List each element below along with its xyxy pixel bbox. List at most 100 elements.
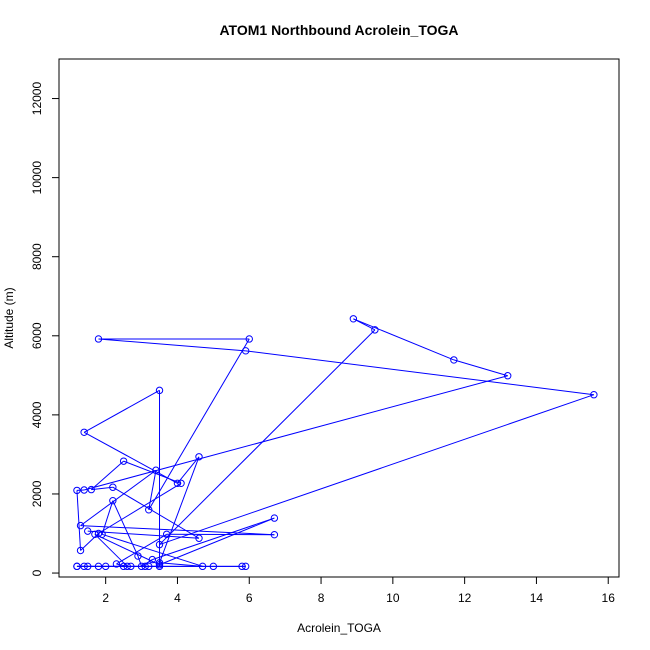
series-line-segment	[80, 533, 99, 551]
data-point	[73, 486, 81, 495]
data-point	[137, 562, 146, 571]
series-line-segment	[112, 486, 200, 539]
data-point	[94, 529, 103, 538]
data-point	[109, 496, 117, 505]
series-line-segment	[87, 530, 200, 539]
data-point	[141, 562, 149, 571]
data-point	[123, 562, 131, 571]
data-point	[80, 562, 88, 571]
data-point	[450, 356, 458, 364]
data-point	[119, 457, 128, 465]
data-point	[127, 562, 135, 571]
data-point	[148, 555, 157, 564]
data-point	[76, 546, 85, 555]
series-line-segment	[148, 338, 250, 511]
data-point	[177, 479, 185, 487]
series-line-segment	[453, 359, 508, 377]
data-point	[91, 530, 99, 538]
series-line-segment	[83, 375, 508, 491]
y-tick-label: 4000	[30, 401, 44, 428]
data-point	[195, 534, 203, 542]
y-tick-label: 8000	[30, 243, 44, 270]
data-point	[371, 326, 379, 334]
data-point	[80, 428, 88, 436]
data-point	[73, 562, 81, 571]
series-line-segment	[159, 562, 203, 567]
x-tick-label: 2	[102, 591, 109, 605]
x-axis-label: Acrolein_TOGA	[297, 621, 381, 635]
y-tick-label: 2000	[30, 480, 44, 507]
data-point	[145, 562, 153, 571]
data-point	[76, 521, 85, 530]
data-point	[209, 562, 218, 571]
data-point	[270, 514, 279, 522]
x-tick-label: 6	[246, 591, 253, 605]
data-point	[590, 391, 598, 399]
series-line-segment	[159, 456, 200, 563]
data-point	[94, 335, 103, 343]
series-line-segment	[80, 469, 157, 526]
series-line-segment	[90, 460, 124, 490]
series-line-segment	[76, 490, 82, 551]
data-point	[349, 315, 358, 323]
series-line-segment	[101, 500, 114, 535]
series-line-segment	[245, 350, 594, 396]
data-point	[155, 540, 164, 549]
series-line-segment	[83, 389, 160, 433]
series-line-segment	[159, 394, 595, 546]
data-point	[155, 559, 164, 567]
data-point	[173, 479, 182, 487]
y-tick-label: 12000	[30, 82, 44, 116]
series-line-segment	[116, 563, 128, 567]
series-line-segment	[116, 533, 167, 565]
x-tick-label: 12	[458, 591, 472, 605]
data-point	[98, 530, 106, 538]
data-point	[80, 486, 88, 494]
series-line-segment	[101, 533, 203, 567]
series-line-segment	[148, 470, 157, 510]
data-point	[109, 483, 117, 491]
series-line-segment	[94, 533, 128, 567]
series-line-segment	[177, 456, 200, 484]
data-point	[504, 372, 512, 380]
series-line-segment	[80, 525, 275, 536]
x-tick-label: 10	[386, 591, 400, 605]
data-point	[241, 347, 250, 355]
series-line-segment	[152, 517, 275, 561]
series-line-segment	[123, 460, 182, 484]
data-point	[87, 485, 96, 494]
y-tick-label: 6000	[30, 322, 44, 349]
x-tick-label: 4	[174, 591, 181, 605]
data-point	[270, 530, 279, 539]
y-axis: 0 2000 4000 6000 8000 10000 12000	[30, 82, 60, 576]
data-point	[155, 561, 164, 569]
x-tick-label: 14	[530, 591, 544, 605]
data-point	[198, 562, 207, 571]
data-point	[238, 562, 246, 571]
data-point	[241, 562, 250, 571]
data-point	[195, 453, 203, 461]
y-axis-label: Altitude (m)	[2, 287, 16, 348]
series-line-segment	[98, 338, 246, 352]
series-layer	[73, 315, 598, 571]
series-line-segment	[159, 329, 376, 545]
series-line-segment	[98, 482, 182, 534]
y-tick-label: 0	[30, 569, 44, 576]
series-line-segment	[137, 555, 143, 567]
data-point	[155, 386, 164, 395]
data-point	[134, 552, 142, 560]
series-line-segment	[112, 500, 139, 557]
data-point	[145, 506, 153, 514]
x-axis: 2 4 6 8 10 12 14 16	[102, 576, 615, 605]
data-point	[84, 527, 92, 535]
x-tick-label: 8	[318, 591, 325, 605]
series-line-segment	[159, 517, 275, 566]
data-point	[94, 562, 103, 571]
chart-title: ATOM1 Northbound Acrolein_TOGA	[219, 22, 458, 38]
data-point	[112, 560, 121, 568]
plot-area-frame	[58, 58, 620, 578]
data-point	[152, 466, 160, 474]
y-tick-label: 10000	[30, 161, 44, 195]
series-line-segment	[353, 318, 455, 361]
